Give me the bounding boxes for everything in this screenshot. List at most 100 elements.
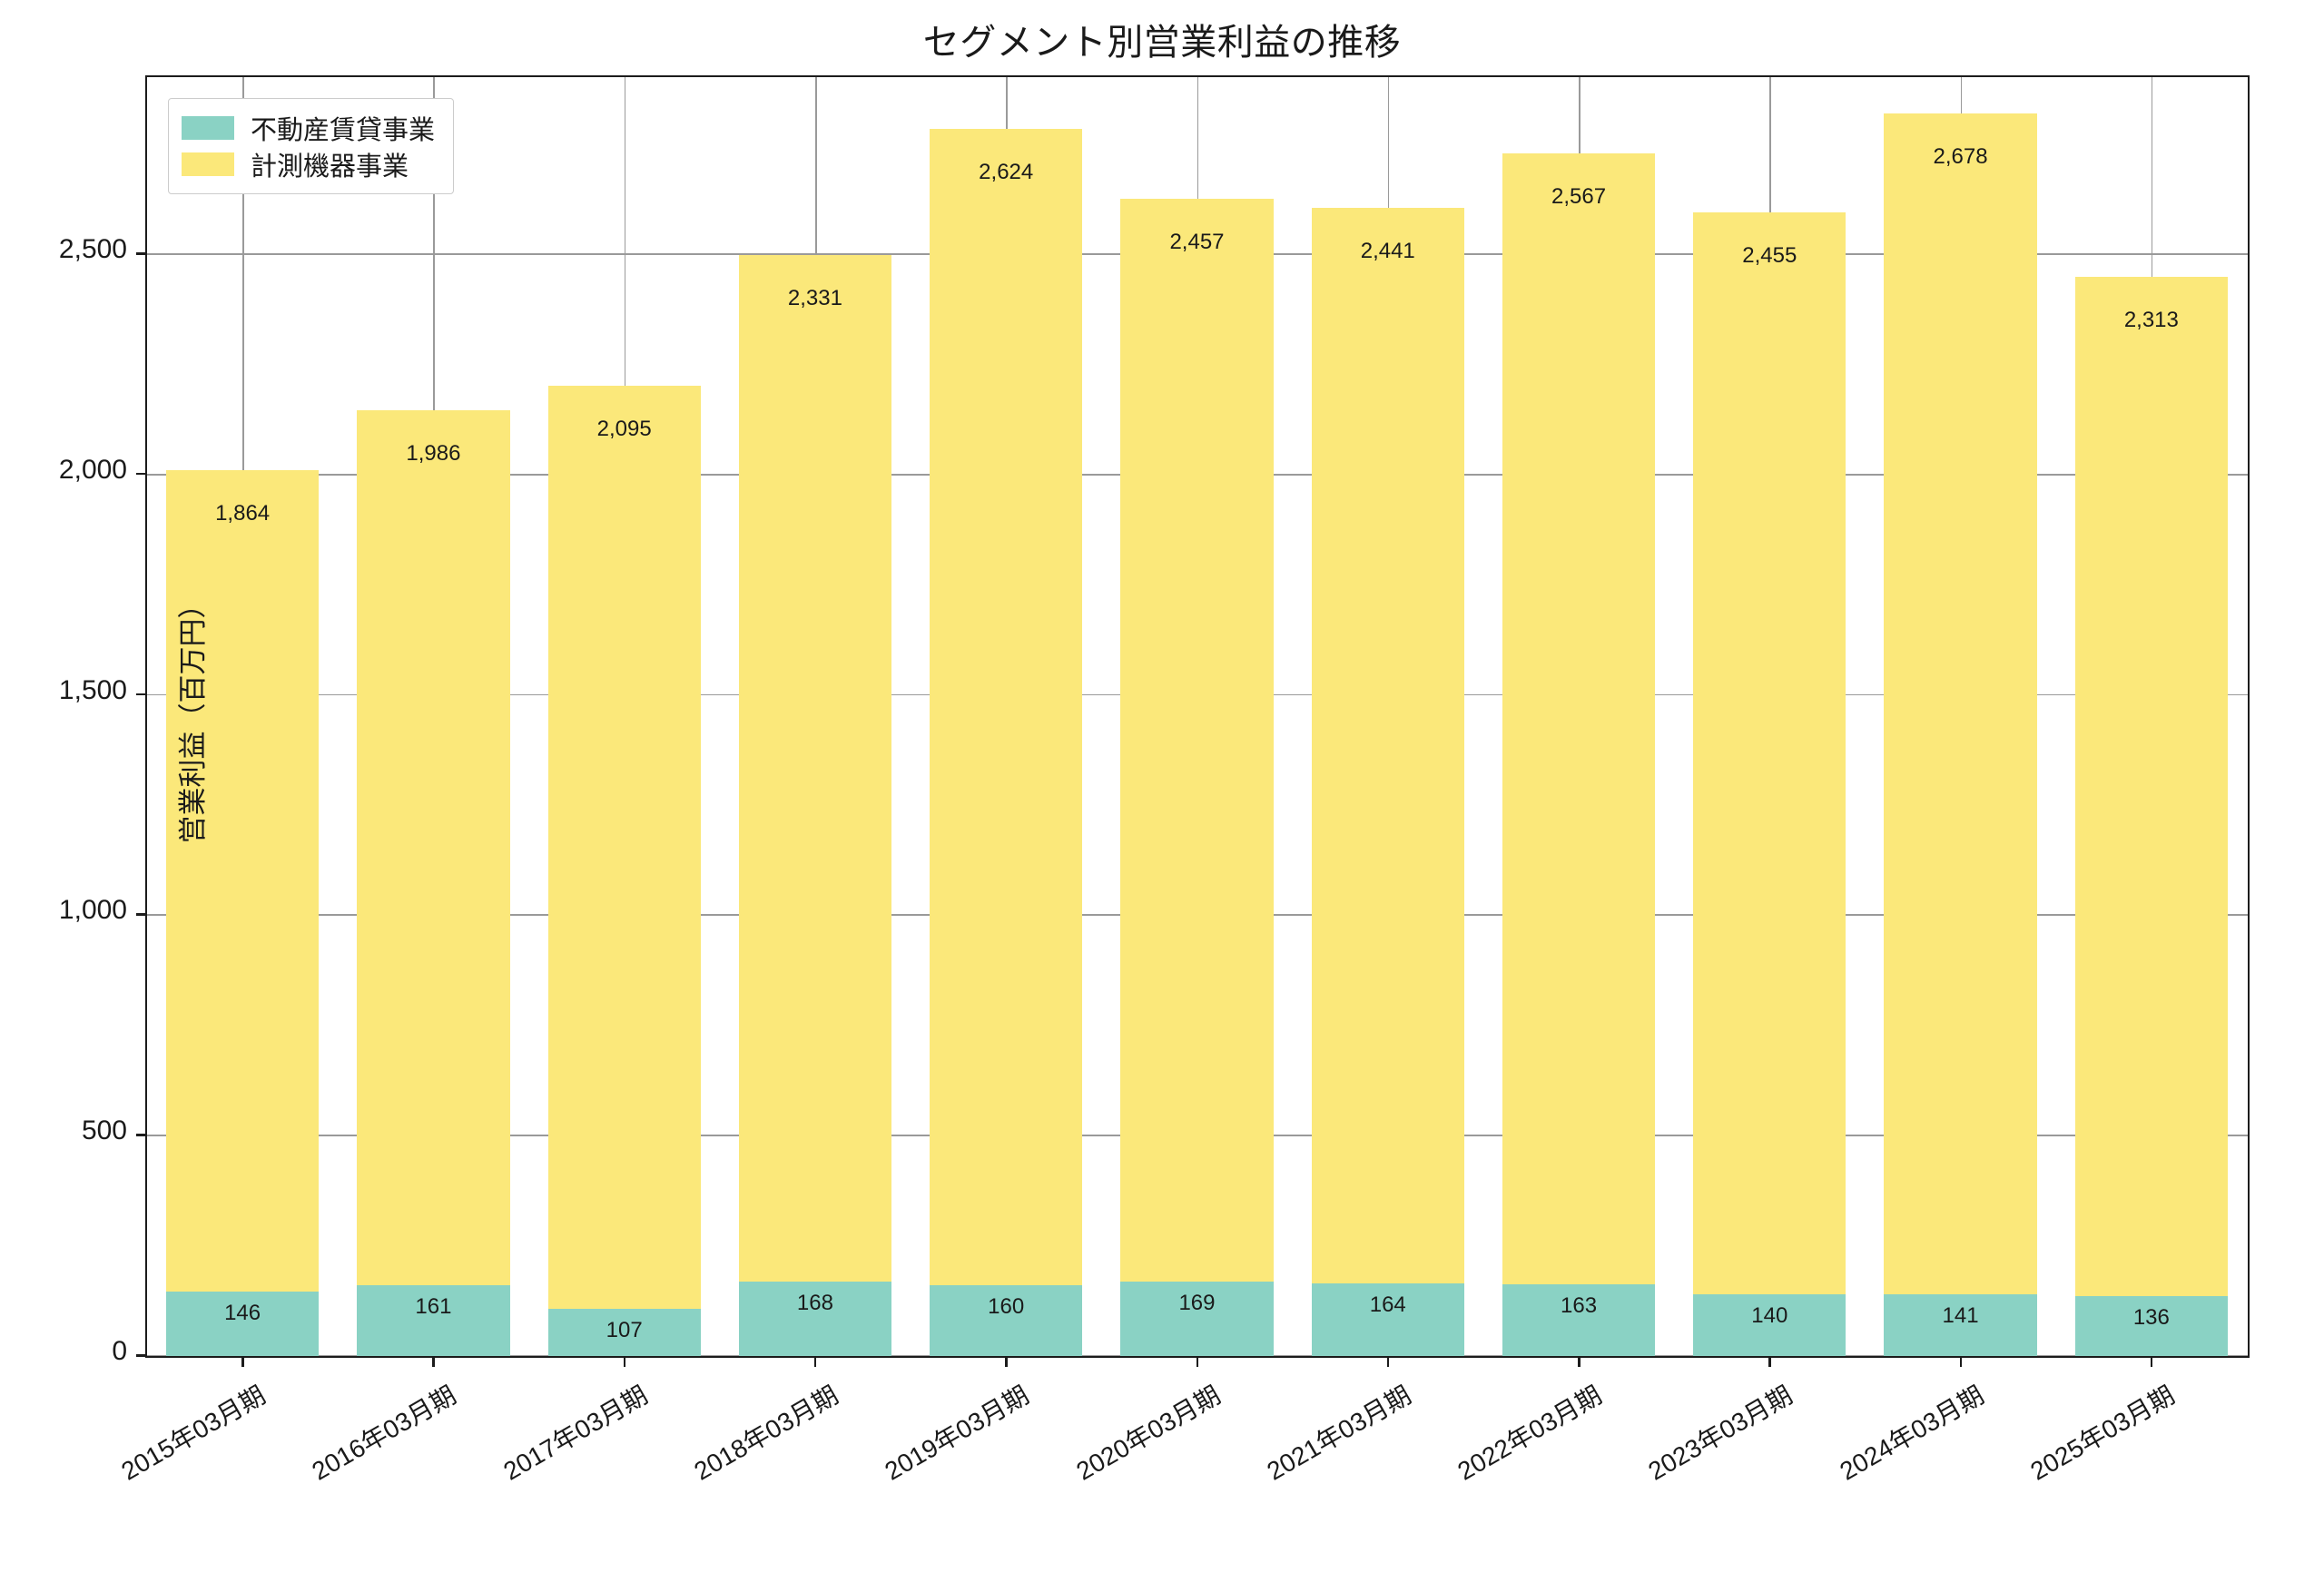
bar-segment-instruments[interactable] <box>2074 276 2228 1296</box>
bar-segment-real-estate[interactable] <box>547 1309 701 1356</box>
bar-group[interactable]: 168 2,331 <box>738 78 892 1356</box>
bar-value-label-real-estate: 168 <box>796 1291 833 1316</box>
x-axis-tick-mark <box>1959 1356 1963 1367</box>
y-axis-tick-label: 500 <box>81 1115 127 1146</box>
legend-label: 計測機器事業 <box>251 152 409 182</box>
bar-segment-instruments[interactable] <box>357 409 510 1285</box>
legend-item[interactable]: 計測機器事業 <box>182 146 435 182</box>
y-axis-tick-label: 2,000 <box>58 454 127 485</box>
bar-value-label-instruments: 2,331 <box>787 285 842 310</box>
bar-segment-real-estate[interactable] <box>1502 1283 1656 1356</box>
bar-value-label-instruments: 2,313 <box>2123 307 2179 332</box>
bar-value-label-real-estate: 141 <box>1942 1302 1979 1328</box>
bar-group[interactable]: 107 2,095 <box>547 78 701 1356</box>
y-axis-tick-label: 2,500 <box>58 234 127 265</box>
bar-segment-instruments[interactable] <box>1502 152 1656 1284</box>
bar-value-label-real-estate: 161 <box>415 1293 452 1319</box>
x-axis-tick-label: 2018年03月期 <box>689 1381 843 1486</box>
bars-layer: 146 1,864 161 1,986 107 2,095 168 2,331 160 2,624… <box>147 77 2248 1356</box>
x-axis-tick-label: 2025年03月期 <box>2025 1381 2180 1486</box>
bar-group[interactable]: 146 1,864 <box>166 78 320 1356</box>
x-axis-tick-label: 2024年03月期 <box>1834 1381 1989 1486</box>
x-axis-tick-mark <box>2150 1356 2153 1367</box>
bar-segment-instruments[interactable] <box>547 385 701 1310</box>
bar-value-label-real-estate: 164 <box>1369 1292 1406 1318</box>
bar-group[interactable]: 161 1,986 <box>357 78 510 1356</box>
bar-segment-instruments[interactable] <box>738 254 892 1282</box>
bar-segment-real-estate[interactable] <box>738 1282 892 1356</box>
y-axis-title: 営業利益（百万円） <box>177 590 209 843</box>
x-axis-tick-label: 2022年03月期 <box>1452 1381 1607 1486</box>
y-axis-tick-label: 0 <box>112 1336 127 1366</box>
bar-group[interactable]: 136 2,313 <box>2074 78 2228 1356</box>
bar-group[interactable]: 140 2,455 <box>1693 78 1846 1356</box>
bar-segment-instruments[interactable] <box>1693 212 1846 1295</box>
y-axis-tick-label: 1,000 <box>58 895 127 926</box>
bar-group[interactable]: 160 2,624 <box>930 78 1083 1356</box>
x-axis-tick-mark <box>432 1356 435 1367</box>
bar-value-label-instruments: 2,567 <box>1551 183 1607 209</box>
bar-segment-instruments[interactable] <box>1311 208 1464 1284</box>
x-axis-tick-mark <box>1386 1356 1390 1367</box>
bar-value-label-real-estate: 140 <box>1751 1303 1788 1329</box>
bar-value-label-real-estate: 169 <box>1178 1290 1216 1315</box>
bar-segment-real-estate[interactable] <box>1884 1293 2037 1356</box>
y-axis-tick-mark <box>136 252 147 255</box>
bar-segment-real-estate[interactable] <box>930 1285 1083 1356</box>
bar-value-label-instruments: 2,095 <box>596 416 652 441</box>
page-title: セグメント別営業利益の推移 <box>922 23 1402 63</box>
bar-segment-real-estate[interactable] <box>1693 1294 1846 1356</box>
bar-segment-real-estate[interactable] <box>1120 1281 1274 1356</box>
plot-area: 146 1,864 161 1,986 107 2,095 168 2,331 160 2,624… <box>59 75 2250 1486</box>
x-axis-tick-label: 2023年03月期 <box>1643 1381 1797 1486</box>
x-axis: 2015年03月期 2016年03月期 2017年03月期 2018年03月期 2019… <box>116 1356 2248 1592</box>
bar-segment-real-estate[interactable] <box>166 1292 320 1356</box>
x-axis-tick-label: 2015年03月期 <box>116 1381 271 1486</box>
bar-segment-instruments[interactable] <box>930 129 1083 1286</box>
bar-value-label-instruments: 2,457 <box>1169 230 1225 255</box>
bar-value-label-real-estate: 160 <box>988 1294 1025 1320</box>
x-axis-tick-mark <box>241 1356 244 1367</box>
legend-color-swatch <box>182 116 234 140</box>
bar-group[interactable]: 163 2,567 <box>1502 78 1656 1356</box>
y-axis-tick-mark <box>136 913 147 916</box>
bar-value-label-instruments: 2,455 <box>1742 243 1797 269</box>
bar-value-label-real-estate: 136 <box>2132 1304 2170 1330</box>
legend-label: 不動産賃貸事業 <box>251 116 436 145</box>
legend: 不動産賃貸事業 計測機器事業 <box>168 98 455 194</box>
bar-value-label-real-estate: 107 <box>606 1318 643 1343</box>
bar-group[interactable]: 169 2,457 <box>1120 78 1274 1356</box>
x-axis-tick-label: 2021年03月期 <box>1262 1381 1416 1486</box>
bar-value-label-real-estate: 146 <box>224 1301 261 1326</box>
bar-segment-instruments[interactable] <box>166 470 320 1292</box>
bar-value-label-instruments: 1,864 <box>215 501 271 526</box>
bar-segment-instruments[interactable] <box>1884 113 2037 1294</box>
bar-value-label-instruments: 2,624 <box>979 160 1034 185</box>
bar-value-label-real-estate: 163 <box>1560 1292 1598 1318</box>
x-axis-tick-mark <box>1768 1356 1771 1367</box>
bar-segment-real-estate[interactable] <box>2074 1295 2228 1356</box>
x-axis-tick-label: 2019年03月期 <box>880 1381 1034 1486</box>
x-axis-tick-mark <box>1005 1356 1008 1367</box>
x-axis-tick-label: 2016年03月期 <box>307 1381 461 1486</box>
x-axis-tick-mark <box>813 1356 817 1367</box>
x-axis-tick-label: 2017年03月期 <box>498 1381 653 1486</box>
x-axis-tick-mark <box>1196 1356 1198 1367</box>
chart-page: セグメント別営業利益の推移 146 1,864 161 1,986 107 2,095 16… <box>58 23 2250 1486</box>
bar-segment-real-estate[interactable] <box>357 1284 510 1356</box>
legend-item[interactable]: 不動産賃貸事業 <box>182 110 435 146</box>
x-axis-tick-label: 2020年03月期 <box>1070 1381 1225 1486</box>
y-axis-tick-mark <box>136 693 147 696</box>
y-axis-tick-label: 1,500 <box>58 674 127 705</box>
bar-value-label-instruments: 2,678 <box>1933 144 1988 170</box>
bar-segment-instruments[interactable] <box>1120 199 1274 1282</box>
y-axis-tick-mark <box>136 1134 147 1136</box>
bar-group[interactable]: 141 2,678 <box>1884 78 2037 1356</box>
y-axis-tick-mark <box>136 1354 147 1357</box>
bar-value-label-instruments: 1,986 <box>406 440 461 466</box>
bar-segment-real-estate[interactable] <box>1311 1283 1464 1356</box>
legend-color-swatch <box>182 152 234 176</box>
bar-group[interactable]: 164 2,441 <box>1311 78 1464 1356</box>
bar-value-label-instruments: 2,441 <box>1360 239 1415 264</box>
x-axis-tick-mark <box>623 1356 626 1367</box>
